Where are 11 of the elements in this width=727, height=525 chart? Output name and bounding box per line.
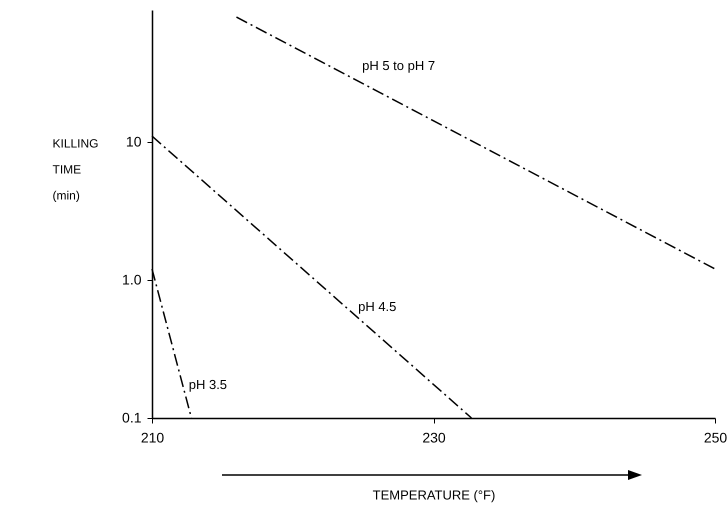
x-tick-label: 250 (704, 430, 727, 446)
y-tick-label: 10 (126, 133, 142, 150)
x-tick-label: 230 (422, 430, 446, 446)
y-tick-label: 0.1 (122, 410, 142, 426)
x-tick-label: 210 (140, 430, 164, 446)
series-label: pH 5 to pH 7 (362, 58, 436, 74)
series-label: pH 3.5 (188, 377, 228, 392)
y-axis-title: KILLING TIME (min) (52, 136, 99, 202)
x-axis-title: TEMPERATURE (°F) (372, 488, 496, 502)
series-label: pH 4.5 (358, 298, 396, 314)
y-tick-label: 1.0 (122, 271, 142, 288)
